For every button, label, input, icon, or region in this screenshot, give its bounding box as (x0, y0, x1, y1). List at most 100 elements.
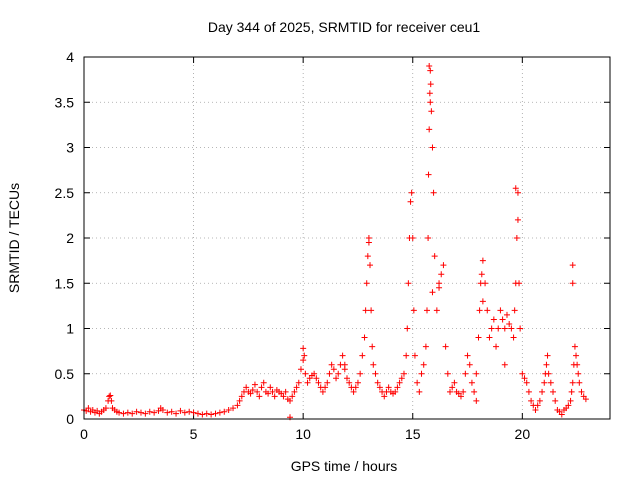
data-point (293, 384, 300, 391)
data-point (462, 370, 469, 377)
data-point (442, 343, 449, 350)
data-point (423, 307, 430, 314)
data-point (425, 171, 432, 178)
data-point (484, 307, 491, 314)
data-point (569, 379, 576, 386)
data-point (512, 185, 519, 192)
data-point (367, 262, 374, 269)
data-point (199, 411, 206, 418)
data-point (85, 405, 92, 412)
y-tick-label: 1 (66, 321, 74, 337)
data-point (405, 280, 412, 287)
data-point (565, 402, 572, 409)
data-point (243, 384, 250, 391)
data-point (478, 271, 485, 278)
data-point (479, 298, 486, 305)
data-point (543, 361, 550, 368)
data-point (516, 280, 523, 287)
axis-ticks: 0 5 10 15 20 0 0.5 1 1.5 2 2.5 3 3.5 4 (55, 49, 610, 442)
data-point (313, 375, 320, 382)
data-point (341, 361, 348, 368)
data-point (186, 408, 193, 415)
data-point (473, 370, 480, 377)
data-point (333, 375, 340, 382)
data-point (476, 307, 483, 314)
data-point (374, 379, 381, 386)
data-point (297, 366, 304, 373)
data-point (464, 352, 471, 359)
data-point (414, 379, 421, 386)
data-point (280, 393, 287, 400)
data-point (376, 384, 383, 391)
data-point (287, 397, 294, 404)
data-point (364, 253, 371, 260)
data-point (493, 343, 500, 350)
data-point (225, 406, 232, 413)
data-point (322, 384, 329, 391)
data-point (256, 393, 263, 400)
data-point (427, 67, 434, 74)
data-point (300, 357, 307, 364)
data-point (271, 393, 278, 400)
data-point (372, 370, 379, 377)
data-point (368, 307, 375, 314)
data-point (116, 409, 123, 416)
data-point (429, 289, 436, 296)
data-point (488, 325, 495, 332)
data-point (300, 345, 307, 352)
data-point (425, 235, 432, 241)
data-point (503, 311, 510, 318)
data-point (552, 397, 559, 404)
data-point (335, 370, 342, 377)
data-point (416, 388, 423, 395)
data-point (409, 235, 416, 241)
data-point (457, 393, 464, 400)
data-point (436, 284, 443, 291)
data-point (475, 334, 482, 341)
data-point (212, 410, 219, 417)
data-point (427, 99, 434, 106)
data-point (404, 325, 411, 332)
data-point (234, 402, 241, 409)
data-point (510, 334, 517, 341)
data-point (536, 397, 543, 404)
data-point (216, 409, 223, 416)
data-point (258, 384, 265, 391)
y-tick-label: 3 (66, 140, 74, 156)
data-point (302, 370, 309, 377)
data-point (431, 253, 438, 260)
data-point (576, 379, 583, 386)
data-point (291, 388, 298, 395)
y-tick-label: 2 (66, 230, 74, 246)
data-point (208, 411, 215, 418)
data-point (133, 408, 140, 415)
data-point (346, 379, 353, 386)
data-point (260, 379, 267, 386)
data-point (534, 402, 541, 409)
data-point (385, 384, 392, 391)
data-point (426, 90, 433, 97)
data-point (468, 379, 475, 386)
data-point (289, 393, 296, 400)
data-point (269, 388, 276, 395)
data-point (238, 393, 245, 400)
data-point (547, 379, 554, 386)
data-point (107, 392, 114, 399)
data-point (407, 198, 414, 205)
x-tick-label: 15 (405, 426, 421, 442)
data-point (528, 397, 535, 404)
data-point (344, 375, 350, 382)
y-tick-label: 0 (66, 411, 74, 427)
y-tick-label: 4 (66, 49, 74, 65)
data-point (108, 397, 115, 404)
data-point (444, 370, 451, 377)
data-point (120, 410, 127, 417)
data-point (394, 384, 401, 391)
data-point (164, 409, 171, 416)
data-point (403, 352, 410, 359)
data-point (558, 411, 565, 418)
data-point (544, 352, 551, 359)
data-point (361, 334, 368, 341)
